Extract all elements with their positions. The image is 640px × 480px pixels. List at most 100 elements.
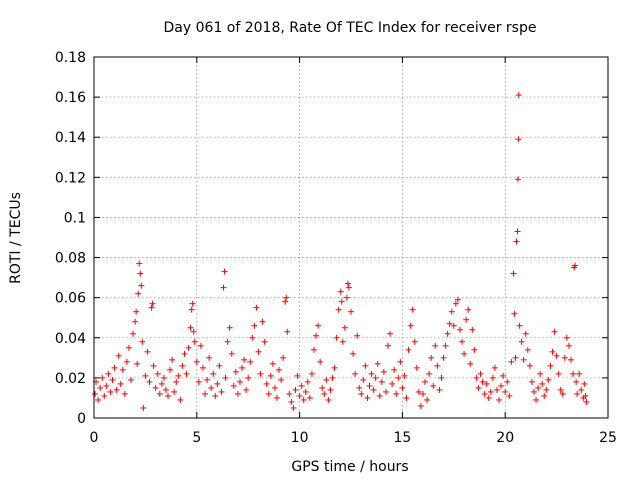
data-point [526, 362, 533, 369]
data-point [154, 370, 161, 377]
grid-lines [94, 57, 608, 418]
data-point [286, 390, 293, 397]
data-point [105, 370, 112, 377]
data-point [335, 306, 342, 313]
data-point [121, 390, 128, 397]
data-point [415, 388, 422, 395]
data-point [465, 306, 472, 313]
y-tick-label: 0.02 [55, 371, 86, 387]
data-point [136, 260, 143, 267]
data-point [220, 284, 227, 291]
data-point [197, 342, 204, 349]
data-point [467, 360, 474, 367]
data-point [440, 354, 447, 361]
data-point [436, 386, 443, 393]
data-point [321, 390, 328, 397]
data-point [338, 298, 345, 305]
data-point [315, 322, 322, 329]
data-point [530, 388, 537, 395]
data-point [125, 344, 132, 351]
data-point [376, 392, 383, 399]
data-point [469, 326, 476, 333]
data-point [432, 342, 439, 349]
data-point [195, 378, 202, 385]
data-point [430, 382, 437, 389]
data-point [395, 374, 402, 381]
data-point [481, 390, 488, 397]
data-point [251, 322, 258, 329]
data-point [461, 350, 468, 357]
data-point [479, 378, 486, 385]
data-point [292, 386, 299, 393]
data-point [471, 346, 478, 353]
data-point [573, 378, 580, 385]
data-point [514, 228, 521, 235]
data-point [391, 366, 398, 373]
data-point [337, 288, 344, 295]
data-point [401, 372, 408, 379]
data-point [438, 374, 445, 381]
data-point [547, 362, 554, 369]
data-point [204, 376, 211, 383]
data-point [288, 398, 295, 405]
data-point [434, 362, 441, 369]
data-point [345, 284, 352, 291]
data-point [541, 392, 548, 399]
data-point [222, 374, 229, 381]
y-tick-label: 0.16 [55, 90, 86, 106]
data-point [572, 262, 579, 269]
data-point [535, 384, 542, 391]
data-point [382, 388, 389, 395]
data-point [515, 136, 522, 143]
data-point [148, 304, 155, 311]
data-point [578, 386, 585, 393]
data-point [199, 364, 206, 371]
data-point [239, 364, 246, 371]
y-tick-label: 0.12 [55, 170, 86, 186]
data-point [101, 392, 108, 399]
data-point [483, 380, 490, 387]
data-point [583, 398, 590, 405]
data-point [158, 380, 165, 387]
data-point [397, 358, 404, 365]
data-point [456, 326, 463, 333]
data-point [278, 376, 285, 383]
data-point [380, 368, 387, 375]
data-point [581, 380, 588, 387]
data-point [374, 360, 381, 367]
data-point [487, 388, 494, 395]
data-point [473, 374, 480, 381]
data-point [389, 380, 396, 387]
data-point [111, 364, 118, 371]
data-point [477, 370, 484, 377]
data-point [255, 348, 262, 355]
data-point [290, 404, 297, 411]
data-point [543, 386, 550, 393]
data-point [152, 384, 159, 391]
data-point [243, 386, 250, 393]
data-point [409, 306, 416, 313]
data-point [218, 388, 225, 395]
data-point [97, 384, 104, 391]
data-point [510, 270, 517, 277]
data-point [385, 342, 392, 349]
data-point [263, 380, 270, 387]
data-point [236, 378, 243, 385]
data-point [165, 392, 172, 399]
data-point [463, 316, 470, 323]
data-point [329, 374, 336, 381]
data-point [193, 358, 200, 365]
data-point [352, 370, 359, 377]
data-points [92, 92, 590, 411]
data-point [413, 364, 420, 371]
data-point [298, 382, 305, 389]
data-point [216, 362, 223, 369]
data-point [149, 300, 156, 307]
data-point [123, 358, 130, 365]
data-point [516, 322, 523, 329]
data-point [522, 330, 529, 337]
data-point [276, 366, 283, 373]
y-tick-label: 0.08 [55, 251, 86, 267]
data-point [403, 394, 410, 401]
data-point [496, 396, 503, 403]
